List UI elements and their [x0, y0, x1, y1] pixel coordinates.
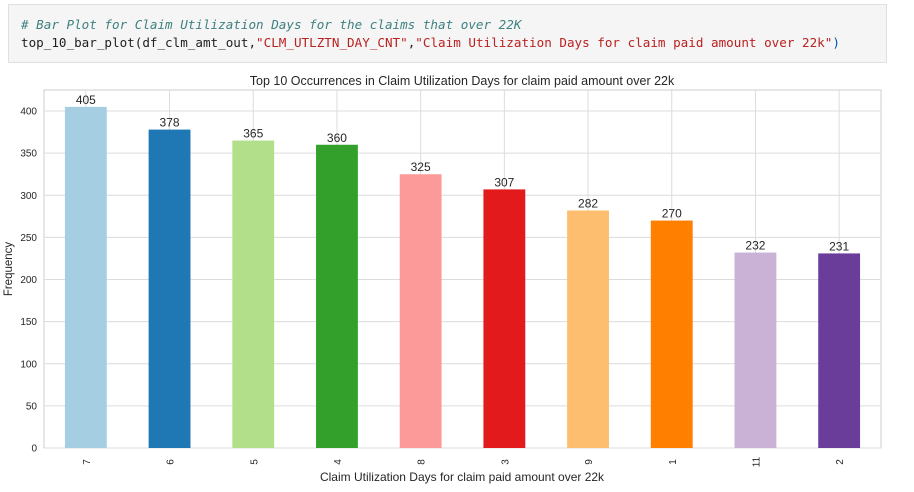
y-tick-label: 250	[20, 233, 37, 244]
code-function-call: top_10_bar_plot(df_clm_amt_out,	[21, 35, 257, 50]
y-tick-label: 300	[20, 191, 37, 202]
y-axis-ticks: 0 50 100 150 200 250 300 350 400	[20, 107, 37, 455]
code-close-paren: )	[832, 35, 840, 50]
x-tick-label: 4	[333, 459, 344, 465]
x-tick-label: 5	[249, 459, 260, 465]
y-tick-label: 150	[20, 317, 37, 328]
bar-1	[650, 220, 693, 448]
bar-3	[483, 189, 526, 448]
bar-2	[818, 253, 861, 448]
bar-11	[734, 252, 777, 448]
y-axis-label: Frequency	[3, 242, 15, 297]
bars	[64, 106, 861, 449]
chart-title: Top 10 Occurrences in Claim Utilization …	[250, 74, 675, 88]
x-tick-label: 2	[835, 459, 846, 465]
x-tick-label: 11	[751, 456, 762, 467]
x-tick-label: 6	[166, 459, 177, 465]
y-tick-label: 200	[20, 275, 37, 286]
data-label: 307	[494, 175, 514, 189]
x-tick-label: 3	[500, 459, 511, 465]
data-label: 360	[327, 131, 347, 145]
x-tick-label: 1	[668, 459, 679, 465]
x-tick-label: 8	[417, 459, 428, 465]
code-comment: # Bar Plot for Claim Utilization Days fo…	[21, 17, 522, 32]
bar-8	[399, 174, 442, 448]
y-tick-label: 400	[20, 107, 37, 118]
x-axis-ticks: 7 6 5 4 8 3 9 1 11 2	[82, 456, 846, 467]
y-tick-label: 100	[20, 359, 37, 370]
bar-5	[232, 140, 275, 448]
x-axis-label: Claim Utilization Days for claim paid am…	[320, 470, 605, 484]
data-label: 378	[160, 116, 180, 130]
y-tick-label: 0	[31, 444, 37, 455]
data-label: 231	[829, 239, 849, 253]
data-label: 325	[411, 160, 431, 174]
data-label: 232	[745, 239, 765, 253]
data-labels: 405 378 365 360 325 307 282 270 232 231	[76, 93, 850, 254]
data-label: 405	[76, 93, 96, 107]
y-tick-label: 350	[20, 149, 37, 160]
code-line: top_10_bar_plot(df_clm_amt_out,"CLM_UTLZ…	[21, 35, 840, 50]
data-label: 365	[243, 127, 263, 141]
data-label: 282	[578, 196, 598, 210]
bar-7	[64, 106, 107, 449]
bar-9	[567, 210, 609, 448]
code-comma: ,	[407, 35, 416, 50]
code-arg-column: "CLM_UTLZTN_DAY_CNT"	[256, 35, 408, 50]
bar-4	[316, 144, 358, 449]
code-arg-title: "Claim Utilization Days for claim paid a…	[415, 35, 833, 50]
x-tick-label: 9	[584, 459, 595, 465]
data-label: 270	[662, 207, 682, 221]
y-tick-label: 50	[26, 401, 38, 412]
code-cell[interactable]: # Bar Plot for Claim Utilization Days fo…	[8, 4, 887, 63]
bar-6	[148, 129, 191, 449]
x-tick-label: 7	[82, 459, 93, 465]
